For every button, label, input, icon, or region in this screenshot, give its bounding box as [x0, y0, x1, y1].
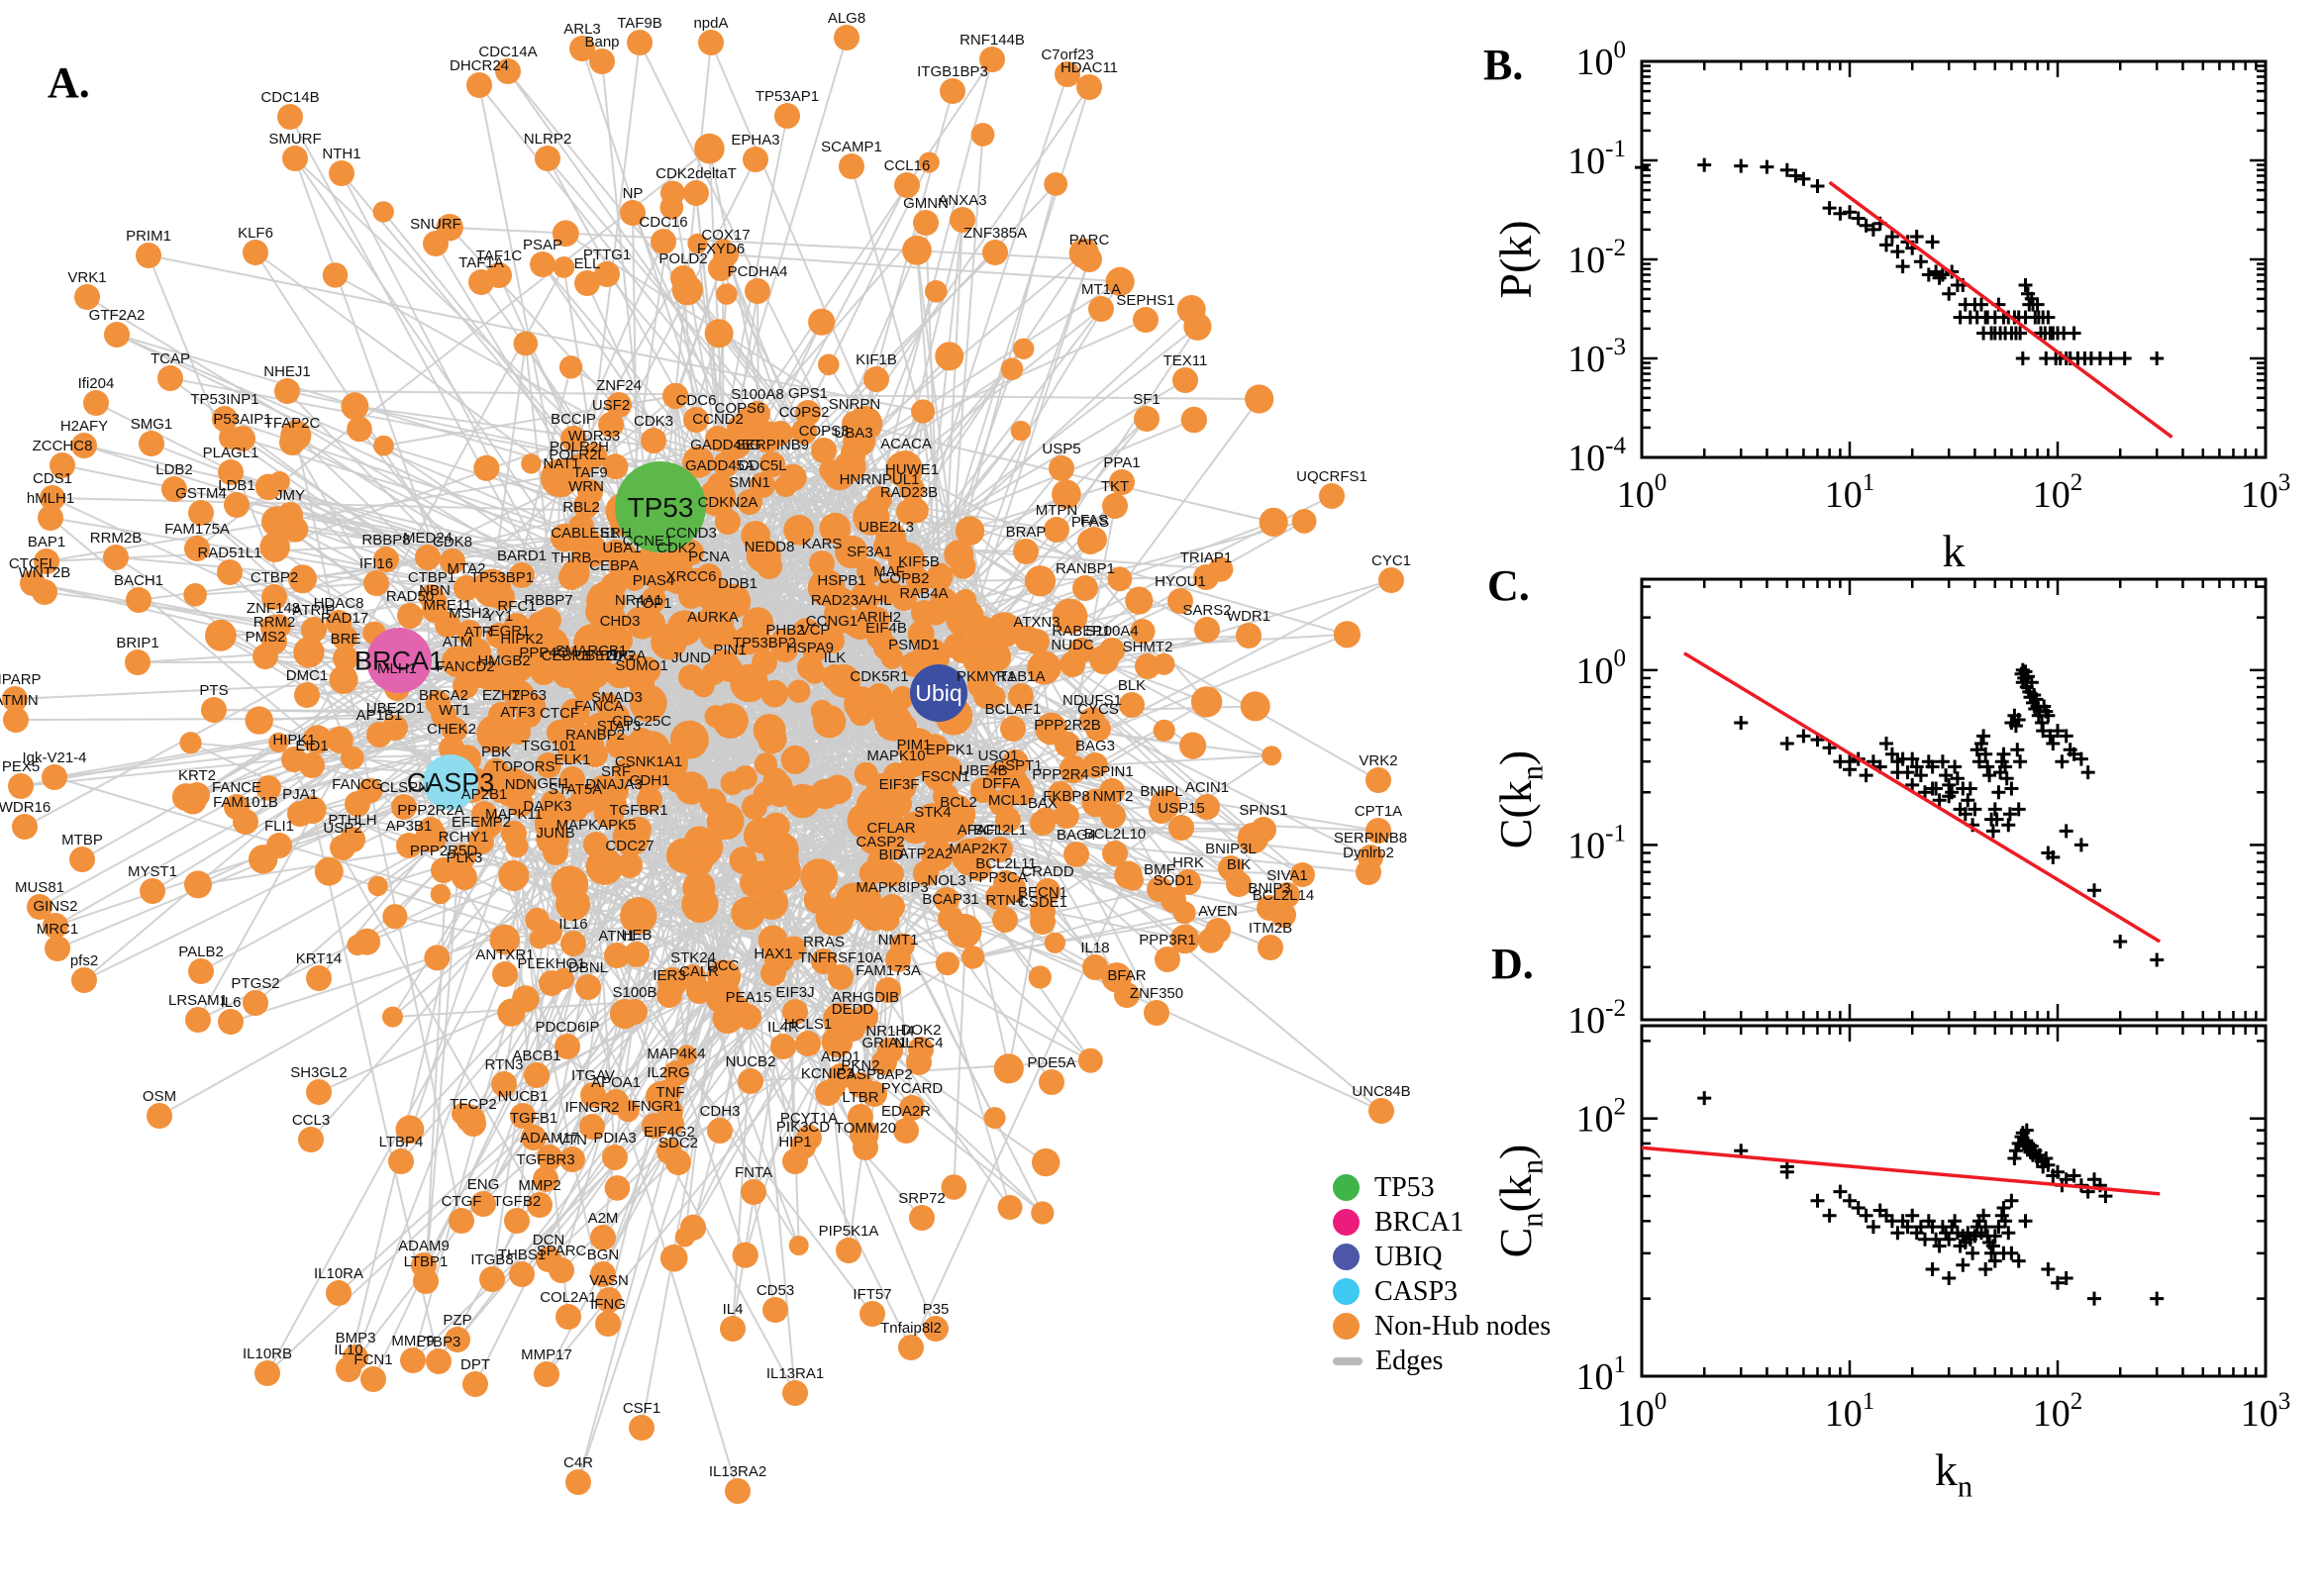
svg-text:100: 100 — [1617, 1388, 1667, 1435]
legend-label: CASP3 — [1374, 1275, 1459, 1307]
chart-C: 100 10-1 10-2 C(kn) — [1490, 577, 2268, 1042]
svg-text:101: 101 — [1575, 1351, 1626, 1398]
svg-text:100: 100 — [1575, 37, 1626, 83]
scatter-points — [1635, 157, 2165, 365]
legend-item-casp3: CASP3 — [1333, 1274, 1551, 1309]
svg-text:10-1: 10-1 — [1567, 820, 1626, 866]
tp53-node-icon — [1333, 1174, 1360, 1201]
panel-d-label: D. — [1491, 940, 1534, 988]
svg-text:102: 102 — [2033, 469, 2083, 516]
legend-item-edges: Edges — [1333, 1344, 1551, 1378]
svg-text:P(k): P(k) — [1490, 220, 1541, 298]
panel-c-label: C. — [1487, 561, 1530, 610]
legend-item-ubiq: UBIQ — [1333, 1240, 1551, 1274]
legend-item-tp53: TP53 — [1333, 1170, 1551, 1205]
svg-text:101: 101 — [1825, 469, 1875, 516]
casp3-node-icon — [1333, 1278, 1360, 1305]
edge-line-icon — [1333, 1356, 1363, 1365]
scatter-points — [1697, 1091, 2165, 1306]
legend-item-brca1: BRCA1 — [1333, 1205, 1551, 1240]
fit-line — [1641, 1146, 2161, 1196]
panel-b-label: B. — [1483, 41, 1524, 89]
legend-label: TP53 — [1374, 1171, 1435, 1203]
fit-line — [1828, 180, 2173, 439]
svg-text:Cn(kn): Cn(kn) — [1490, 1145, 1550, 1258]
legend-label: BRCA1 — [1374, 1206, 1464, 1238]
hub-node-ubiq — [910, 664, 967, 722]
hub-node-brca1 — [366, 628, 432, 693]
legend-label: Non-Hub nodes — [1374, 1310, 1552, 1342]
svg-text:101: 101 — [1825, 1388, 1875, 1435]
network-nodes — [2, 25, 1404, 1504]
scatter-points — [1734, 662, 2165, 967]
svg-text:10-1: 10-1 — [1567, 136, 1626, 182]
svg-text:102: 102 — [2033, 1388, 2083, 1435]
legend-label: UBIQ — [1374, 1241, 1443, 1272]
brca1-node-icon — [1333, 1209, 1360, 1236]
hub-nodes — [366, 461, 967, 810]
svg-text:k: k — [1943, 526, 1966, 576]
svg-text:kn: kn — [1935, 1445, 1972, 1504]
svg-text:102: 102 — [1575, 1094, 1626, 1141]
svg-text:100: 100 — [1617, 469, 1667, 516]
svg-text:10-4: 10-4 — [1567, 433, 1626, 479]
svg-text:10-2: 10-2 — [1567, 995, 1626, 1042]
svg-text:103: 103 — [2241, 469, 2291, 516]
svg-text:10-3: 10-3 — [1567, 334, 1626, 380]
chart-B: 100 101 102 103 100 10-1 10-2 10-3 10-4 k P(k) — [1490, 37, 2290, 576]
panel-a-label: A. — [48, 58, 90, 107]
svg-text:C(kn): C(kn) — [1490, 750, 1550, 849]
legend: TP53 BRCA1 UBIQ CASP3 Non-Hub nodes Edge… — [1333, 1170, 1551, 1378]
fit-line — [1682, 651, 2162, 944]
hub-node-tp53 — [615, 461, 706, 552]
svg-text:100: 100 — [1575, 646, 1626, 692]
hub-node-casp3 — [423, 754, 478, 810]
svg-text:10-2: 10-2 — [1567, 235, 1626, 281]
legend-item-nonhub: Non-Hub nodes — [1333, 1309, 1551, 1344]
svg-text:103: 103 — [2241, 1388, 2291, 1435]
nonhub-node-icon — [1333, 1313, 1360, 1340]
ubiq-node-icon — [1333, 1244, 1360, 1270]
legend-label: Edges — [1375, 1345, 1444, 1376]
